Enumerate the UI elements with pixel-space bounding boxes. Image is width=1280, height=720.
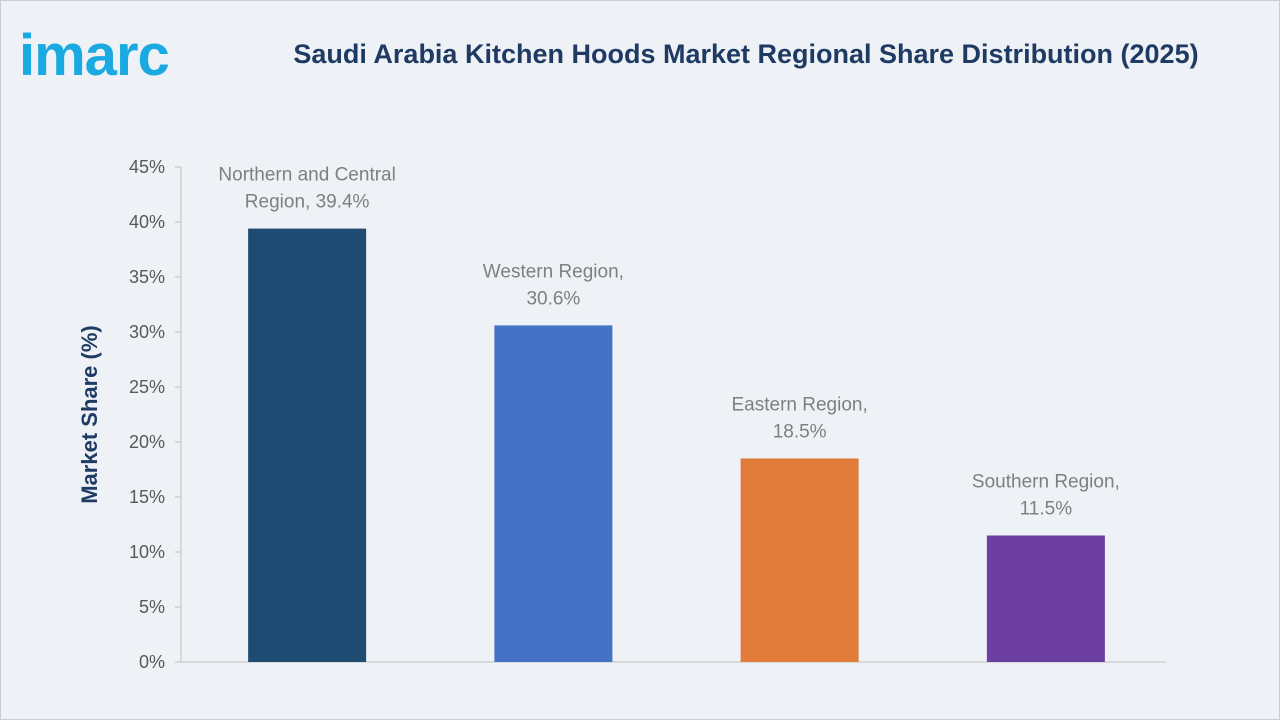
y-tick-label: 25% <box>129 377 165 397</box>
bar-1 <box>248 228 367 662</box>
data-label: Region, 39.4% <box>245 192 370 213</box>
bar-4 <box>986 535 1105 662</box>
data-label: Northern and Central <box>218 165 395 186</box>
y-tick-label: 30% <box>129 322 165 342</box>
data-label: 11.5% <box>1020 499 1073 520</box>
data-label: Southern Region, <box>972 472 1120 493</box>
bar-3 <box>740 458 859 662</box>
data-label: Western Region, <box>483 261 624 282</box>
data-label: Eastern Region, <box>732 395 868 416</box>
y-tick-label: 10% <box>129 542 165 562</box>
y-tick-label: 20% <box>129 432 165 452</box>
y-tick-label: 40% <box>129 212 165 232</box>
y-axis-title: Market Share (%) <box>77 325 102 504</box>
y-tick-label: 15% <box>129 487 165 507</box>
imarc-logo: imarc <box>19 23 170 85</box>
data-label: 18.5% <box>773 422 827 443</box>
chart-title: Saudi Arabia Kitchen Hoods Market Region… <box>293 39 1199 69</box>
logo-text: imarc <box>19 23 169 85</box>
y-tick-label: 5% <box>139 597 165 617</box>
data-label: 30.6% <box>526 288 580 309</box>
y-tick-label: 35% <box>129 267 165 287</box>
y-tick-label: 0% <box>139 652 165 672</box>
y-tick-label: 45% <box>129 157 165 177</box>
bar-2 <box>494 325 613 662</box>
